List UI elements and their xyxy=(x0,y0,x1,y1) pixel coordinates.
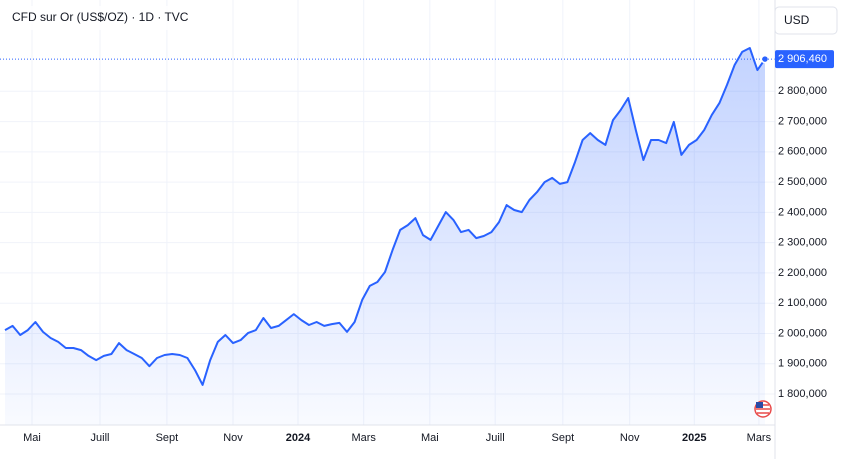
last-price-label: 2 906,460 xyxy=(778,53,827,65)
flag-icon xyxy=(754,400,772,418)
x-tick-label: Mai xyxy=(23,432,41,444)
y-tick-label: 2 600,000 xyxy=(778,146,827,158)
x-tick-label: Nov xyxy=(223,432,243,444)
x-tick-label: Juill xyxy=(486,432,505,444)
y-tick-label: 2 400,000 xyxy=(778,206,827,218)
x-tick-label: Nov xyxy=(620,432,640,444)
x-tick-label: Juill xyxy=(91,432,110,444)
price-line xyxy=(4,47,766,386)
y-tick-label: 2 300,000 xyxy=(778,237,827,249)
labels: 1 800,000 1 900,000 2 000,000 2 100,000 2 20… xyxy=(23,50,834,444)
y-tick-label: 2 500,000 xyxy=(778,176,827,188)
last-price-badge xyxy=(775,50,834,69)
chart-title: CFD sur Or (US$/OZ) · 1D · TVC xyxy=(12,10,189,24)
x-tick-label: Mars xyxy=(747,432,772,444)
currency-button[interactable] xyxy=(774,6,838,35)
y-tick-label: 2 000,000 xyxy=(778,327,827,339)
x-tick-label: 2025 xyxy=(682,432,706,444)
y-tick-label: 1 900,000 xyxy=(778,358,827,370)
currency-label[interactable]: USD xyxy=(784,13,810,27)
x-tick-label: Mai xyxy=(421,432,439,444)
y-tick-label: 2 800,000 xyxy=(778,85,827,97)
x-tick-label: Sept xyxy=(552,432,575,444)
plot xyxy=(0,47,775,425)
y-tick-label: 2 700,000 xyxy=(778,115,827,127)
x-tick-label: Mars xyxy=(351,432,376,444)
x-tick-label: 2024 xyxy=(286,432,311,444)
y-tick-label: 2 100,000 xyxy=(778,297,827,309)
area-fill xyxy=(5,48,765,425)
title-bg xyxy=(6,6,196,30)
y-tick-label: 1 800,000 xyxy=(778,388,827,400)
y-tick-label: 2 200,000 xyxy=(778,267,827,279)
x-tick-label: Sept xyxy=(156,432,179,444)
